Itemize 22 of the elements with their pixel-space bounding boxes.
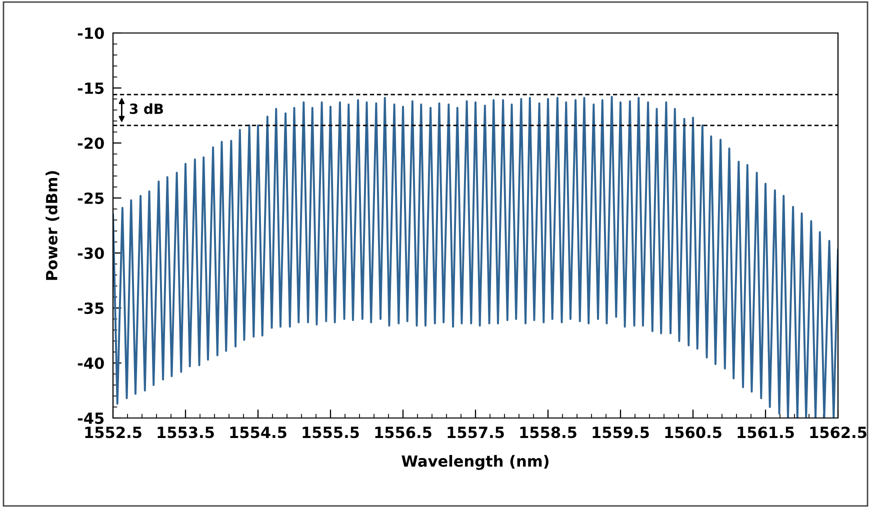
x-tick-label: 1560.5 (665, 426, 722, 438)
y-tick-label: -30 (78, 247, 104, 260)
y-tick-label: -20 (78, 137, 104, 150)
y-axis-title: Power (dBm) (46, 171, 60, 280)
x-tick-label: 1561.5 (738, 426, 794, 438)
x-tick-label: 1559.5 (592, 426, 649, 438)
annotation: 3 dB (130, 103, 163, 114)
y-tick-label: -10 (78, 27, 104, 40)
x-tick-label: 1557.5 (448, 426, 504, 438)
y-tick-label: -35 (78, 302, 104, 314)
y-tick-label: -15 (78, 82, 104, 94)
x-tick-label: 1562.5 (810, 426, 866, 438)
y-tick-label: -40 (78, 357, 104, 370)
x-tick-label: 1554.5 (230, 426, 286, 438)
x-tick-label: 1556.5 (375, 426, 432, 438)
y-tick-label: -25 (78, 192, 104, 204)
x-tick-label: 1552.5 (85, 426, 142, 438)
x-axis-title: Wavelength (nm) (402, 455, 548, 470)
x-tick-label: 1555.5 (302, 426, 359, 438)
x-tick-label: 1558.5 (520, 426, 576, 438)
x-tick-label: 1553.5 (158, 426, 214, 438)
y-tick-label: -45 (78, 412, 104, 424)
